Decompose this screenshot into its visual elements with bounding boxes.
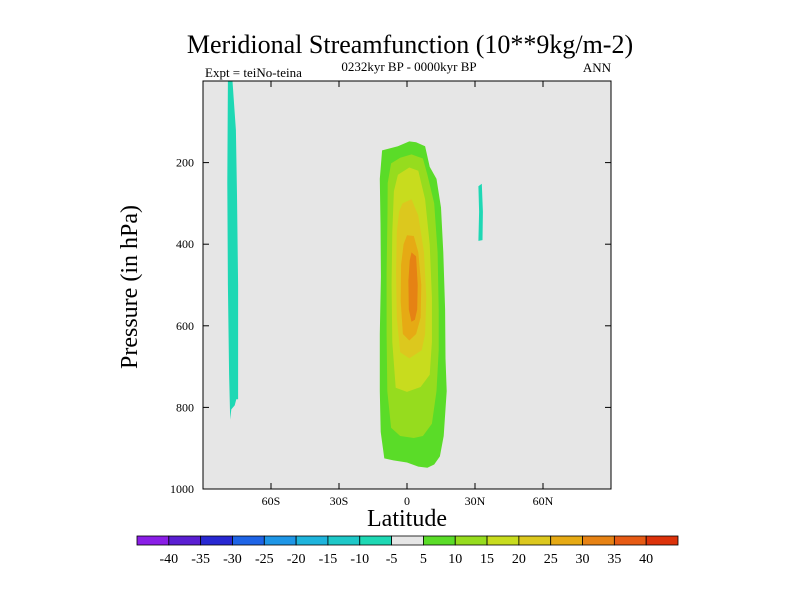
colorbar-swatch	[454, 535, 488, 546]
x-axis-ticks: 60S 30S 0 30N 60N	[262, 81, 554, 508]
colorbar-swatch	[645, 535, 679, 546]
y-tick-label: 400	[176, 237, 194, 251]
colorbar-label: 5	[420, 552, 427, 567]
colorbar: -40 -35 -30 -25 -20 -15 -10 -5 5 10 15 20 25 30 35 40	[136, 535, 679, 567]
y-tick-label: 600	[176, 319, 194, 333]
colorbar-swatch	[263, 535, 297, 546]
y-tick-label: 1000	[170, 482, 194, 496]
chart-title: Meridional Streamfunction (10**9kg/m-2)	[187, 30, 633, 59]
colorbar-label: -40	[159, 552, 178, 567]
contour-southern-negative-cell	[227, 81, 239, 420]
x-tick-label: 30N	[465, 494, 486, 508]
x-axis-label: Latitude	[367, 506, 447, 532]
colorbar-swatch	[200, 535, 233, 546]
colorbar-swatch	[423, 535, 456, 546]
x-tick-label: 60S	[262, 494, 281, 508]
contour-positive-30	[408, 252, 418, 322]
colorbar-label: 15	[480, 552, 494, 567]
colorbar-label: 20	[512, 552, 526, 567]
x-tick-label: 0	[404, 494, 410, 508]
colorbar-swatch	[486, 535, 520, 546]
colorbar-swatch	[327, 535, 361, 546]
y-axis-ticks: 200 400 600 800 1000	[170, 156, 611, 496]
colorbar-label: -20	[287, 552, 306, 567]
colorbar-label: -25	[255, 552, 274, 567]
colorbar-label: 10	[448, 552, 462, 567]
period-label: 0232kyr BP - 0000kyr BP	[341, 59, 476, 74]
contour-northern-negative-cell	[478, 183, 483, 241]
colorbar-label: -30	[223, 552, 242, 567]
colorbar-label: 25	[544, 552, 558, 567]
experiment-label: Expt = teiNo-teina	[205, 65, 302, 80]
colorbar-swatch	[613, 535, 647, 546]
colorbar-swatch	[136, 535, 170, 546]
colorbar-label: -10	[350, 552, 369, 567]
x-tick-label: 30S	[330, 494, 349, 508]
colorbar-swatch	[582, 535, 615, 546]
contour-regions	[227, 81, 483, 468]
colorbar-label: -5	[386, 552, 398, 567]
colorbar-swatch	[391, 535, 424, 546]
colorbar-swatch	[359, 535, 392, 546]
y-axis-label: Pressure (in hPa)	[117, 205, 143, 369]
colorbar-label: -35	[191, 552, 210, 567]
colorbar-swatch	[232, 535, 265, 546]
colorbar-swatch	[168, 535, 202, 546]
colorbar-label: 40	[639, 552, 653, 567]
colorbar-swatch	[518, 535, 552, 546]
colorbar-label: 35	[607, 552, 621, 567]
colorbar-swatch	[550, 535, 583, 546]
colorbar-swatch	[295, 535, 329, 546]
season-label: ANN	[583, 60, 612, 75]
y-tick-label: 800	[176, 400, 194, 414]
colorbar-label: 30	[576, 552, 590, 567]
x-tick-label: 60N	[533, 494, 554, 508]
colorbar-label: -15	[319, 552, 338, 567]
y-tick-label: 200	[176, 156, 194, 170]
